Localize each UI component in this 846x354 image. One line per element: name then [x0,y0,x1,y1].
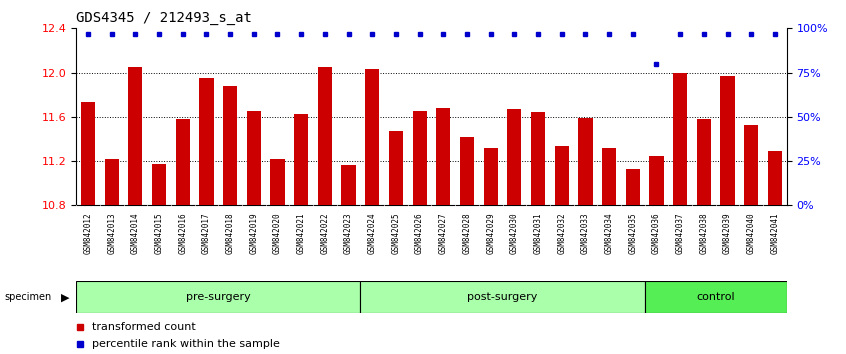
Bar [105,159,118,205]
Bar [176,119,190,205]
Bar [484,148,497,205]
Text: GSM842026: GSM842026 [415,212,424,254]
Text: GSM842018: GSM842018 [226,212,234,254]
Text: percentile rank within the sample: percentile rank within the sample [91,339,280,349]
Bar [152,164,166,205]
Text: GSM842041: GSM842041 [771,212,779,254]
Text: GSM842020: GSM842020 [273,212,282,254]
Text: transformed count: transformed count [91,321,195,332]
Bar [697,119,711,205]
Text: GSM842019: GSM842019 [250,212,258,254]
Bar [768,151,782,205]
Bar [294,114,308,205]
Bar [129,67,142,205]
Text: GSM842036: GSM842036 [652,212,661,254]
Text: GSM842025: GSM842025 [392,212,400,254]
Bar [437,108,450,205]
Text: GSM842016: GSM842016 [179,212,187,254]
Text: GSM842037: GSM842037 [676,212,684,254]
Bar [389,131,403,205]
Bar [81,102,95,205]
Text: GSM842034: GSM842034 [605,212,613,254]
Text: GDS4345 / 212493_s_at: GDS4345 / 212493_s_at [76,11,252,25]
Bar [318,67,332,205]
Text: post-surgery: post-surgery [467,292,538,302]
Bar [645,281,787,313]
Text: GSM842030: GSM842030 [510,212,519,254]
Bar [200,78,213,205]
Text: GSM842022: GSM842022 [321,212,329,254]
Text: ▶: ▶ [61,292,69,302]
Bar [721,76,734,205]
Bar [342,166,355,205]
Text: specimen: specimen [4,292,52,302]
Text: GSM842032: GSM842032 [558,212,566,254]
Bar [460,137,474,205]
Bar [650,155,663,205]
Bar [76,281,360,313]
Text: GSM842027: GSM842027 [439,212,448,254]
Bar [744,125,758,205]
Bar [413,111,426,205]
Text: pre-surgery: pre-surgery [186,292,250,302]
Text: GSM842029: GSM842029 [486,212,495,254]
Text: GSM842013: GSM842013 [107,212,116,254]
Text: GSM842023: GSM842023 [344,212,353,254]
Bar [602,148,616,205]
Text: GSM842040: GSM842040 [747,212,755,254]
Bar [360,281,645,313]
Text: GSM842021: GSM842021 [297,212,305,254]
Text: GSM842015: GSM842015 [155,212,163,254]
Bar [555,145,569,205]
Text: GSM842033: GSM842033 [581,212,590,254]
Text: GSM842039: GSM842039 [723,212,732,254]
Text: GSM842031: GSM842031 [534,212,542,254]
Bar [579,118,592,205]
Text: GSM842012: GSM842012 [84,212,92,254]
Text: GSM842014: GSM842014 [131,212,140,254]
Bar [247,111,261,205]
Text: GSM842017: GSM842017 [202,212,211,254]
Bar [626,169,640,205]
Text: GSM842024: GSM842024 [368,212,376,254]
Bar [673,73,687,205]
Bar [508,109,521,205]
Text: GSM842038: GSM842038 [700,212,708,254]
Bar [365,69,379,205]
Bar [531,113,545,205]
Text: GSM842035: GSM842035 [629,212,637,254]
Bar [271,159,284,205]
Bar [223,86,237,205]
Text: GSM842028: GSM842028 [463,212,471,254]
Text: control: control [696,292,735,302]
